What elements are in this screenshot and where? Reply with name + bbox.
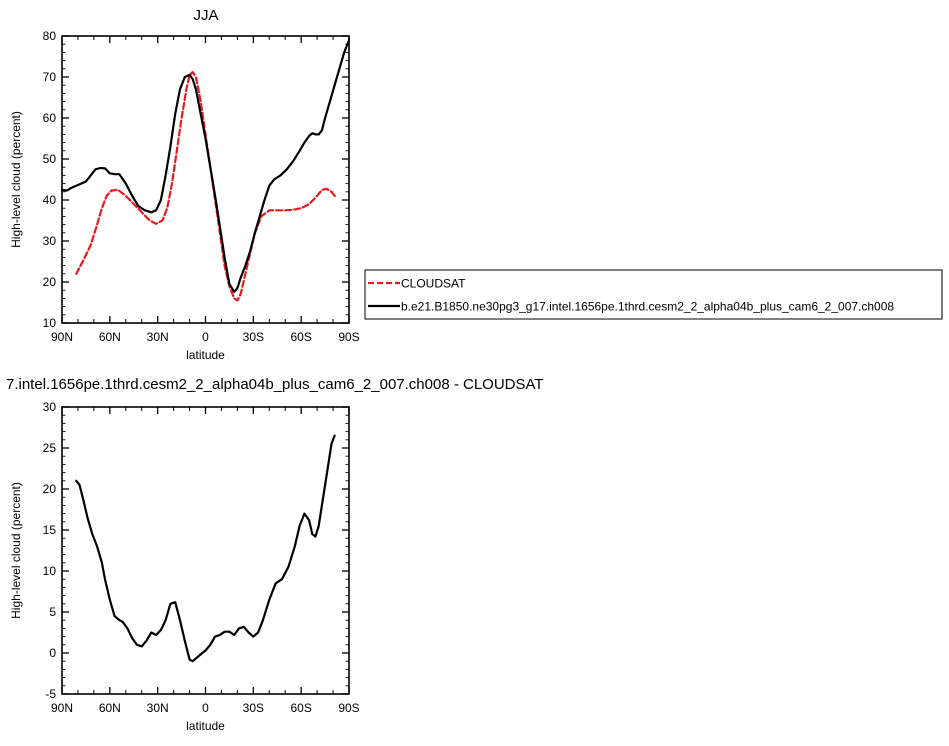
bottom-panel-y-tick-label: 20 <box>43 482 57 496</box>
bottom-panel-series-line-0 <box>75 434 336 663</box>
top-panel-y-tick-label: 30 <box>43 234 57 248</box>
top-panel-y-tick-label: 60 <box>43 111 57 125</box>
bottom-panel-x-tick-label: 30S <box>243 701 264 715</box>
legend-box <box>364 269 943 320</box>
top-panel-x-tick-label: 0 <box>202 330 209 344</box>
legend-label-cloudsat: CLOUDSAT <box>401 277 466 291</box>
bottom-panel-y-tick-label: 15 <box>43 523 57 537</box>
top-panel-frame <box>61 35 350 324</box>
bottom-panel-x-tick-label: 60S <box>290 701 311 715</box>
bottom-panel-y-tick-label: 30 <box>43 400 57 414</box>
bottom-panel-x-tick-label: 0 <box>202 701 209 715</box>
bottom-panel-x-tick-label: 60N <box>99 701 121 715</box>
top-panel: JJA 90N 60N 30N 0 30S 60S 90S1020304050607080 … <box>9 7 360 362</box>
bottom-panel: 7.intel.1656pe.1thrd.cesm2_2_alpha04b_pl… <box>6 376 544 733</box>
bottom-panel-y-axis-label: High-level cloud (percent) <box>9 482 23 619</box>
bottom-panel-y-tick-label: 5 <box>49 605 56 619</box>
top-panel-x-axis-label: latitude <box>186 348 225 362</box>
bottom-panel-title: 7.intel.1656pe.1thrd.cesm2_2_alpha04b_pl… <box>6 376 544 393</box>
bottom-panel-y-tick-label: -5 <box>45 687 56 701</box>
top-panel-x-tick-label: 60S <box>290 330 311 344</box>
top-panel-ticks: 90N 60N 30N 0 30S 60S 90S 10 20 30 40 50 60 70 80 <box>43 29 360 344</box>
top-panel-series-line-0 <box>75 71 338 302</box>
top-panel-series <box>60 39 351 302</box>
bottom-panel-x-tick-label: 90N <box>51 701 73 715</box>
top-panel-y-axis-label: High-level cloud (percent) <box>9 111 23 248</box>
bottom-panel-y-tick-label: 0 <box>49 646 56 660</box>
top-panel-x-tick-label: 90S <box>338 330 359 344</box>
bottom-panel-x-tick-label: 90S <box>338 701 359 715</box>
top-panel-x-tick-label: 90N <box>51 330 73 344</box>
bottom-panel-series <box>75 434 336 663</box>
top-panel-y-tick-label: 10 <box>43 316 57 330</box>
top-panel-x-tick-label: 60N <box>99 330 121 344</box>
bottom-panel-y-tick-label: 25 <box>43 441 57 455</box>
legend-label-model: b.e21.B1850.ne30pg3_g17.intel.1656pe.1th… <box>401 300 894 314</box>
bottom-panel-ticks: 90N 60N 30N 0 30S 60S 90S -5 0 5 10 15 20 25 30 <box>43 400 360 715</box>
top-panel-y-tick-label: 40 <box>43 193 57 207</box>
top-panel-y-tick-label: 50 <box>43 152 57 166</box>
top-panel-x-tick-label: 30N <box>147 330 169 344</box>
top-panel-title: JJA <box>193 7 218 24</box>
bottom-panel-x-tick-label: 30N <box>147 701 169 715</box>
top-panel-y-tick-label: 20 <box>43 275 57 289</box>
top-panel-series-line-1 <box>60 39 351 293</box>
top-panel-y-tick-label: 80 <box>43 29 57 43</box>
top-panel-x-tick-label: 30S <box>243 330 264 344</box>
bottom-panel-x-axis-label: latitude <box>186 719 225 733</box>
legend: CLOUDSAT b.e21.B1850.ne30pg3_g17.intel.1… <box>364 269 943 320</box>
top-panel-y-tick-label: 70 <box>43 70 57 84</box>
bottom-panel-y-tick-label: 10 <box>43 564 57 578</box>
